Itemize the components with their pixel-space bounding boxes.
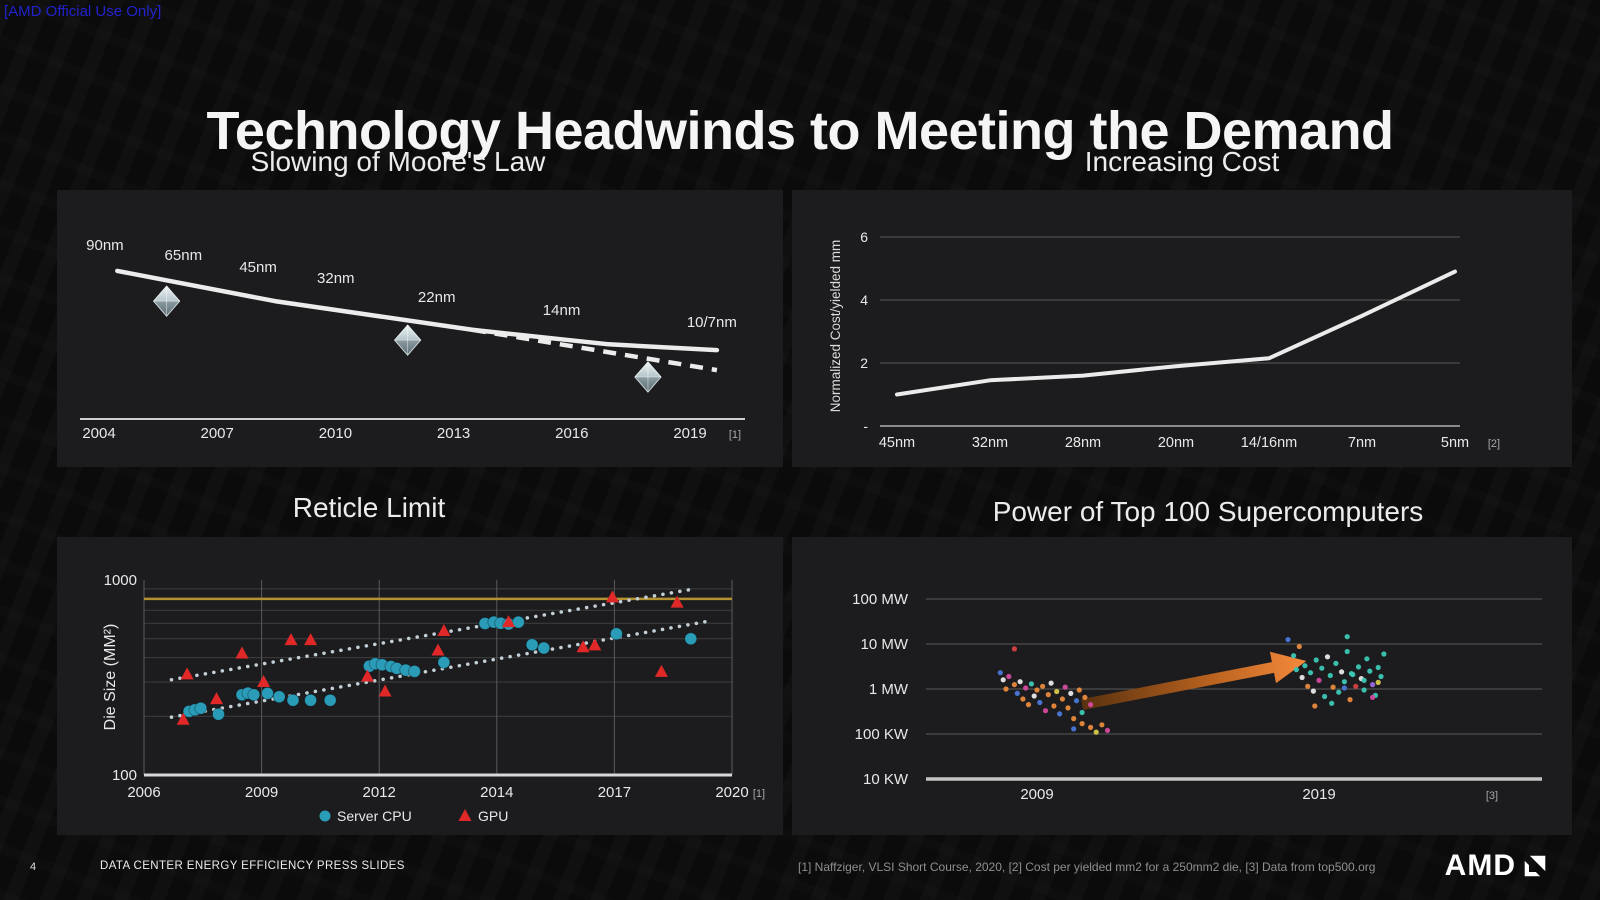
process-node-label: 90nm bbox=[86, 237, 124, 254]
growth-arrow bbox=[1081, 651, 1307, 710]
y-tick-label: 10 MW bbox=[860, 636, 908, 653]
legend-gpu-icon bbox=[458, 809, 472, 821]
y-tick-label: 100 bbox=[112, 767, 137, 784]
x-tick-label: 20nm bbox=[1158, 435, 1194, 451]
process-node-label: 32nm bbox=[317, 270, 355, 287]
footnote-marker: [1] bbox=[729, 429, 741, 441]
gpu-points bbox=[176, 590, 684, 725]
legend: Server CPU GPU bbox=[319, 808, 508, 824]
amd-arrow-icon bbox=[1524, 855, 1546, 877]
increasing-cost-chart: 6 4 2 - Normalized Cost/yielded mm 45nm 32nm 28… bbox=[828, 229, 1500, 451]
y-tick-label: 1 MW bbox=[869, 681, 909, 698]
x-tick-label: 7nm bbox=[1348, 435, 1376, 451]
y-tick-label: 6 bbox=[860, 229, 868, 245]
x-tick-label: 2014 bbox=[480, 784, 513, 801]
x-tick-label: 2010 bbox=[319, 425, 352, 442]
process-node-label: 22nm bbox=[418, 289, 456, 306]
classification-banner: [AMD Official Use Only] bbox=[4, 3, 162, 20]
x-tick-label: 2016 bbox=[555, 425, 588, 442]
supercomputer-power-chart: 100 MW 10 MW 1 MW 100 KW 10 KW 2009 2019 [3] bbox=[852, 591, 1542, 803]
cluster-2019 bbox=[1285, 634, 1387, 709]
deck-title: DATA CENTER ENERGY EFFICIENCY PRESS SLID… bbox=[100, 860, 405, 872]
panel-moores-law: 90nm 65nm 45nm 32nm 22nm 14nm 10/7nm 2004 2007 20… bbox=[57, 190, 783, 467]
y-tick-label: 100 MW bbox=[852, 591, 909, 608]
y-axis-title: Normalized Cost/yielded mm bbox=[828, 240, 843, 413]
amd-logo-text: AMD bbox=[1444, 849, 1516, 882]
chart-title-supercomputer-power: Power of Top 100 Supercomputers bbox=[992, 496, 1424, 527]
process-node-label: 10/7nm bbox=[687, 314, 737, 331]
server-cpu-points bbox=[182, 615, 698, 721]
trend-line bbox=[169, 618, 715, 719]
cost-line bbox=[895, 269, 1457, 397]
x-tick-label: 5nm bbox=[1441, 435, 1469, 451]
x-tick-label: 2019 bbox=[1302, 786, 1335, 803]
gem-diamond-marker bbox=[152, 285, 181, 317]
moores-law-chart: 90nm 65nm 45nm 32nm 22nm 14nm 10/7nm 2004 2007 20… bbox=[80, 237, 745, 442]
x-tick-label: 14/16nm bbox=[1241, 435, 1297, 451]
x-tick-label: 2006 bbox=[127, 784, 160, 801]
x-tick-label: 2007 bbox=[201, 425, 234, 442]
panel-reticle-limit: 1000 100 Die Size (MM²) 2006 2009 2012 2014 201… bbox=[57, 537, 783, 835]
footnote-references: [1] Naffziger, VLSI Short Course, 2020, … bbox=[798, 860, 1376, 874]
x-tick-label: 2013 bbox=[437, 425, 470, 442]
y-axis-title: Die Size (MM²) bbox=[102, 624, 119, 731]
x-tick-label: 2017 bbox=[598, 784, 631, 801]
y-tick-label: 100 KW bbox=[855, 726, 909, 743]
x-tick-label: 45nm bbox=[879, 435, 915, 451]
footnote-marker: [2] bbox=[1488, 438, 1500, 450]
slide-title: Technology Headwinds to Meeting the Dema… bbox=[206, 101, 1394, 162]
y-tick-label: - bbox=[863, 418, 868, 434]
y-tick-label: 4 bbox=[860, 292, 868, 308]
legend-server-cpu-label: Server CPU bbox=[337, 808, 412, 824]
x-tick-label: 2004 bbox=[82, 425, 115, 442]
process-node-label: 45nm bbox=[239, 259, 277, 276]
y-tick-label: 2 bbox=[860, 355, 868, 371]
amd-logo: AMD bbox=[1445, 851, 1547, 881]
legend-gpu-label: GPU bbox=[478, 808, 508, 824]
page-number: 4 bbox=[30, 861, 37, 873]
legend-server-cpu-icon bbox=[319, 810, 331, 822]
footnote-marker: [3] bbox=[1486, 790, 1498, 802]
cluster-2009 bbox=[997, 646, 1111, 735]
chart-title-increasing-cost: Increasing Cost bbox=[1084, 146, 1280, 177]
trend-line bbox=[169, 586, 699, 682]
x-tick-label: 2012 bbox=[363, 784, 396, 801]
gem-diamond-marker bbox=[393, 324, 422, 356]
x-tick-label: 2019 bbox=[673, 425, 706, 442]
panel-supercomputer-power: 100 MW 10 MW 1 MW 100 KW 10 KW 2009 2019 [3] bbox=[792, 537, 1572, 835]
x-tick-label: 28nm bbox=[1065, 435, 1101, 451]
panel-increasing-cost: 6 4 2 - Normalized Cost/yielded mm 45nm 32nm 28… bbox=[792, 190, 1572, 467]
reticle-limit-chart: 1000 100 Die Size (MM²) 2006 2009 2012 2014 201… bbox=[102, 572, 765, 824]
moore-projection-line bbox=[472, 327, 718, 373]
x-tick-label: 2009 bbox=[245, 784, 278, 801]
y-tick-label: 1000 bbox=[104, 572, 137, 589]
x-tick-label: 2020 bbox=[715, 784, 748, 801]
y-tick-label: 10 KW bbox=[863, 771, 909, 788]
process-node-label: 65nm bbox=[165, 247, 203, 264]
chart-title-moores-law: Slowing of Moore's Law bbox=[250, 146, 546, 177]
footnote-marker: [1] bbox=[753, 788, 765, 800]
chart-title-reticle-limit: Reticle Limit bbox=[292, 492, 446, 523]
gem-diamond-marker bbox=[634, 361, 662, 393]
process-node-label: 14nm bbox=[543, 302, 581, 319]
x-tick-label: 32nm bbox=[972, 435, 1008, 451]
x-tick-label: 2009 bbox=[1020, 786, 1053, 803]
